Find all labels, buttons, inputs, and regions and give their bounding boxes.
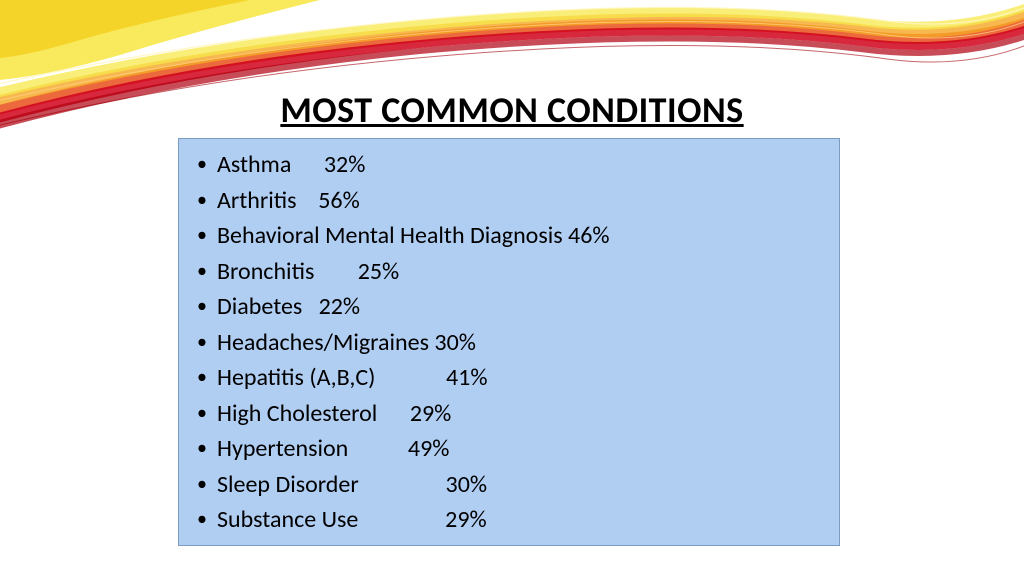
list-item: Hypertension 49% — [217, 431, 817, 467]
list-item: Hepatitis (A,B,C) 41% — [217, 360, 817, 396]
slide-title: MOST COMMON CONDITIONS — [0, 88, 1024, 132]
list-item: Arthritis 56% — [217, 183, 817, 219]
conditions-list: Asthma 32% Arthritis 56% Behavioral Ment… — [217, 147, 817, 538]
list-item: Bronchitis 25% — [217, 254, 817, 290]
list-item: Sleep Disorder 30% — [217, 467, 817, 503]
list-item: Diabetes 22% — [217, 289, 817, 325]
list-item: Headaches/Migraines 30% — [217, 325, 817, 361]
list-item: Asthma 32% — [217, 147, 817, 183]
list-item: Substance Use 29% — [217, 502, 817, 538]
list-item: High Cholesterol 29% — [217, 396, 817, 432]
list-item: Behavioral Mental Health Diagnosis 46% — [217, 218, 817, 254]
conditions-box: Asthma 32% Arthritis 56% Behavioral Ment… — [178, 138, 840, 546]
